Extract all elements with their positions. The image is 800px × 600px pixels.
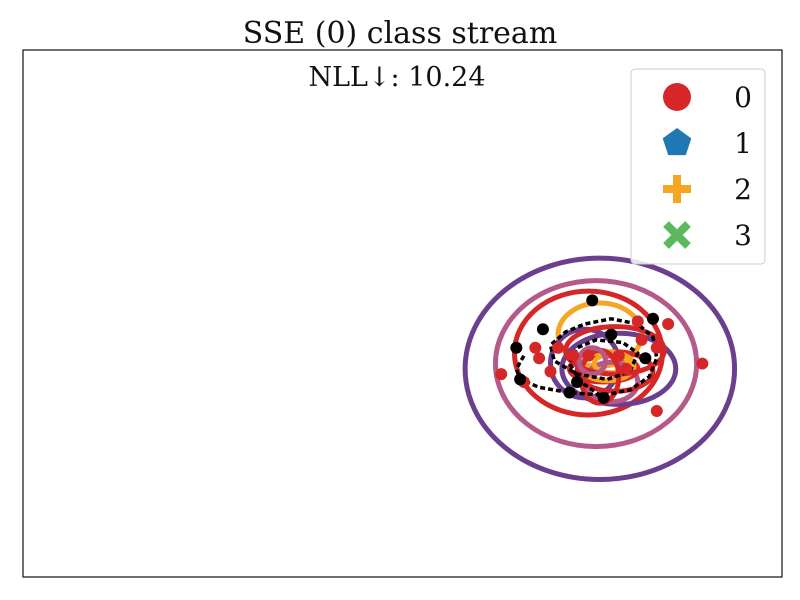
legend: 0 1 2 3 [630,68,766,265]
legend-label-3: 3 [734,219,752,252]
point-s0-5 [533,352,546,365]
contour-ellipse-13 [576,345,609,377]
legend-box [630,68,766,265]
point-s1-3 [514,373,527,386]
point-s0-0 [529,341,542,354]
plot-area-frame [22,49,783,578]
point-s0-10 [620,362,633,375]
point-s1-9 [571,376,584,389]
point-s1-0 [536,323,549,336]
contour-ellipse-4 [559,330,679,407]
point-s1-1 [586,294,599,307]
point-s1-5 [597,391,610,404]
legend-marker-circle [663,83,691,111]
legend-marker-plus [663,175,691,203]
legend-marker-pentagon [662,128,692,156]
point-s0-9 [635,333,648,346]
point-s0-14 [696,357,709,370]
point-s0-3 [567,349,580,362]
point-s0-11 [650,341,663,354]
legend-marker-x [663,221,691,249]
contour-ellipse-0 [462,255,738,483]
point-s1-8 [605,328,618,341]
point-s0-15 [650,404,663,417]
point-s0-6 [544,365,557,378]
point-s0-8 [612,349,625,362]
legend-label-1: 1 [734,127,752,160]
point-s1-6 [639,352,652,365]
data-points [495,294,709,417]
point-s0-7 [582,349,595,362]
point-s0-1 [495,368,508,381]
chart-title: SSE (0) class stream [243,16,558,51]
legend-label-0: 0 [734,81,752,114]
point-s0-13 [662,318,675,331]
point-s1-7 [646,312,659,325]
contour-ellipse-11 [563,324,667,377]
legend-label-2: 2 [734,173,752,206]
point-s1-2 [510,341,523,354]
chart-subtitle: NLL↓: 10.24 [308,62,485,93]
point-s0-12 [631,315,644,328]
point-s0-4 [552,341,565,354]
density-contours [462,255,738,483]
point-s1-4 [563,386,576,399]
